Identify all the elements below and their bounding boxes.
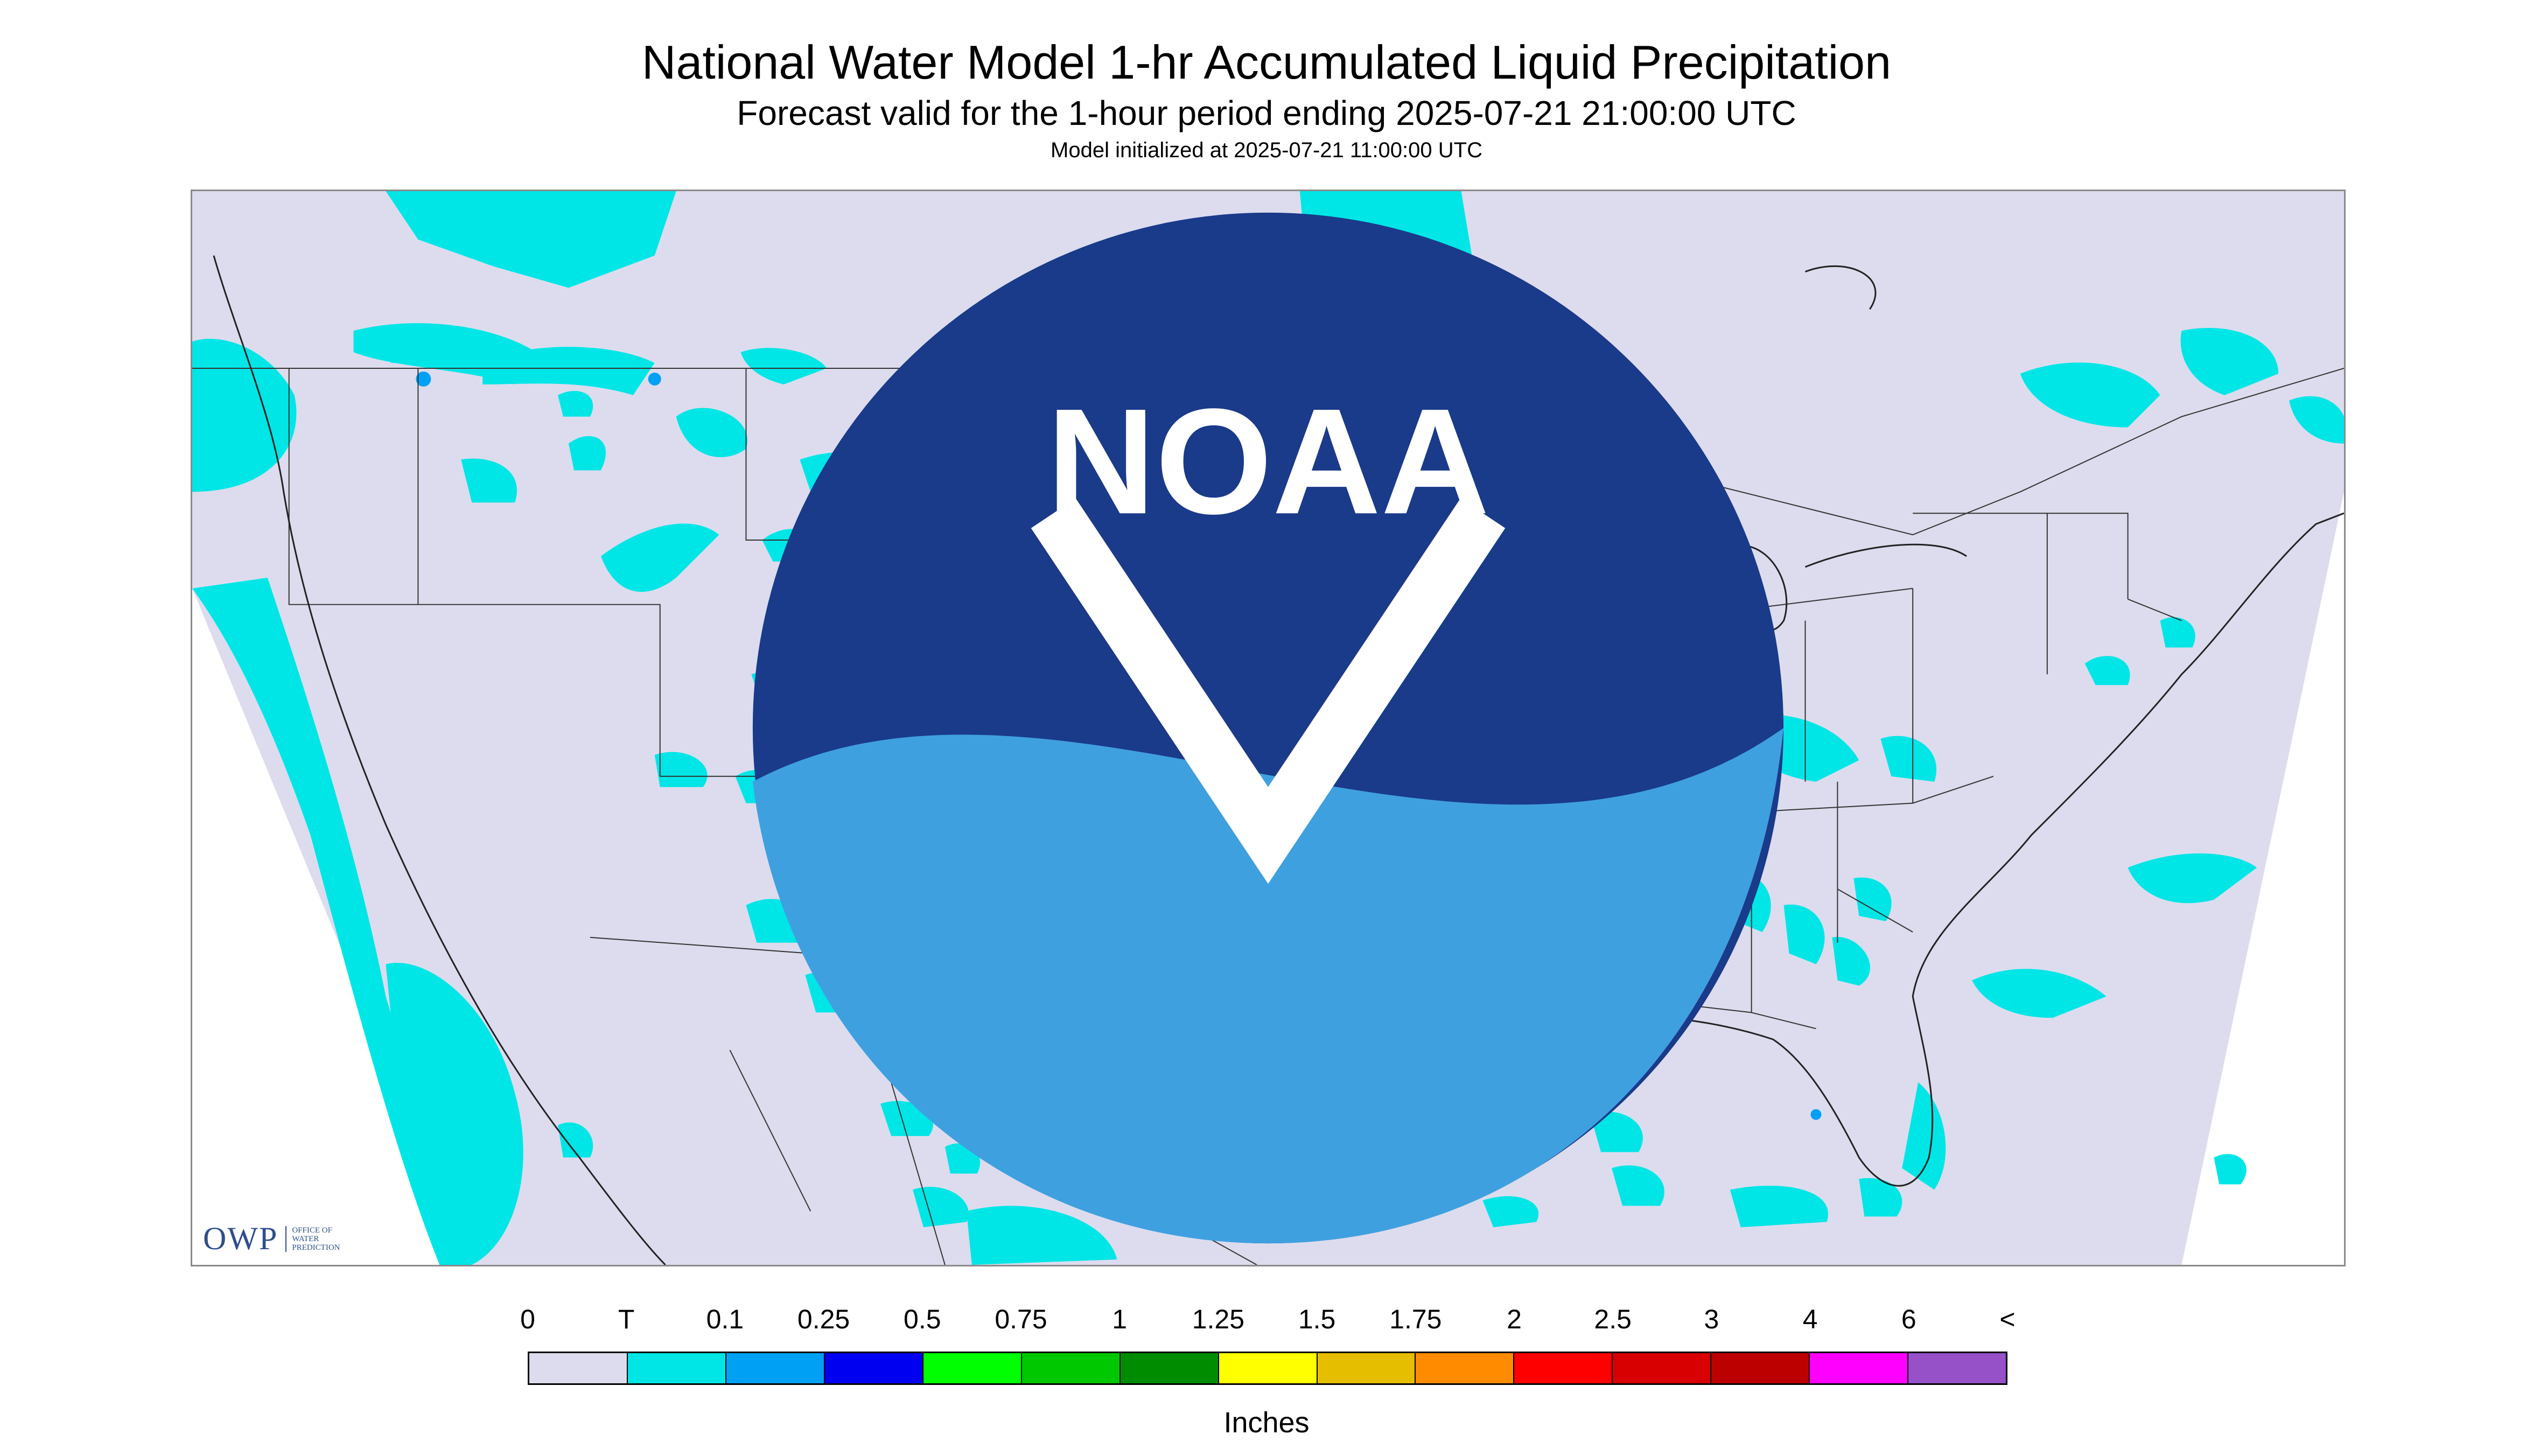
noaa-logo-text: NOAA <box>1047 377 1489 545</box>
legend-tick-label: 1 <box>1112 1304 1128 1334</box>
legend-swatch-12 <box>1711 1353 1810 1383</box>
legend-swatch-11 <box>1613 1353 1712 1383</box>
legend-tick-label: 0.5 <box>904 1304 941 1334</box>
owp-logo-word: OWP <box>203 1221 278 1256</box>
owp-logo-line-2: WATER <box>292 1234 319 1243</box>
model-init-line: Model initialized at 2025-07-21 11:00:00… <box>1051 138 1482 162</box>
map-subtitle: Forecast valid for the 1-hour period end… <box>737 94 1796 132</box>
legend-tick-label: 0.75 <box>995 1304 1047 1334</box>
legend-tick-labels: 0 T 0.1 0.25 0.5 0.75 1 1.25 1.5 1.75 2 2.5 3 4 6 < <box>520 1303 2016 1335</box>
legend-swatch-4 <box>923 1353 1022 1383</box>
legend-tick-label: 4 <box>1802 1304 1818 1334</box>
legend-swatch-14 <box>1908 1353 2006 1383</box>
legend-tick-label: 1.75 <box>1389 1304 1442 1334</box>
legend-tick-label: 0 <box>520 1304 535 1334</box>
legend-units-label: Inches <box>1223 1406 1310 1439</box>
legend-tick-label: 1.5 <box>1298 1304 1336 1334</box>
legend-swatch-13 <box>1810 1353 1909 1383</box>
legend-tick-label: < <box>1999 1304 2016 1334</box>
color-legend <box>528 1352 2007 1385</box>
legend-swatch-7 <box>1219 1353 1318 1383</box>
legend-swatch-8 <box>1317 1353 1416 1383</box>
legend-tick-label: 0.25 <box>797 1304 850 1334</box>
precipitation-map: OWP OFFICE OF WATER PREDICTION NOAA <box>191 190 2346 1266</box>
legend-swatch-3 <box>824 1353 923 1383</box>
legend-swatch-0 <box>529 1353 628 1383</box>
legend-tick-label: 2 <box>1507 1304 1522 1334</box>
legend-swatch-9 <box>1416 1353 1515 1383</box>
noaa-logo-icon: NOAA <box>752 212 1784 1244</box>
legend-tick-label: 3 <box>1704 1304 1719 1334</box>
legend-swatch-2 <box>726 1353 825 1383</box>
owp-logo-line-1: OFFICE OF <box>292 1226 332 1235</box>
legend-tick-label: 6 <box>1901 1304 1916 1334</box>
legend-swatch-6 <box>1120 1353 1219 1383</box>
owp-logo-line-3: PREDICTION <box>292 1243 340 1252</box>
legend-tick-label: T <box>618 1304 635 1334</box>
legend-swatch-10 <box>1514 1353 1613 1383</box>
legend-tick-label: 0.1 <box>706 1304 744 1334</box>
owp-logo: OWP OFFICE OF WATER PREDICTION <box>203 1220 340 1257</box>
legend-tick-label: 1.25 <box>1192 1304 1245 1334</box>
legend-swatch-1 <box>627 1353 726 1383</box>
legend-swatch-5 <box>1021 1353 1121 1383</box>
legend-tick-label: 2.5 <box>1594 1304 1632 1334</box>
owp-logo-subtext: OFFICE OF WATER PREDICTION <box>285 1226 340 1252</box>
map-title: National Water Model 1-hr Accumulated Li… <box>641 36 1892 89</box>
